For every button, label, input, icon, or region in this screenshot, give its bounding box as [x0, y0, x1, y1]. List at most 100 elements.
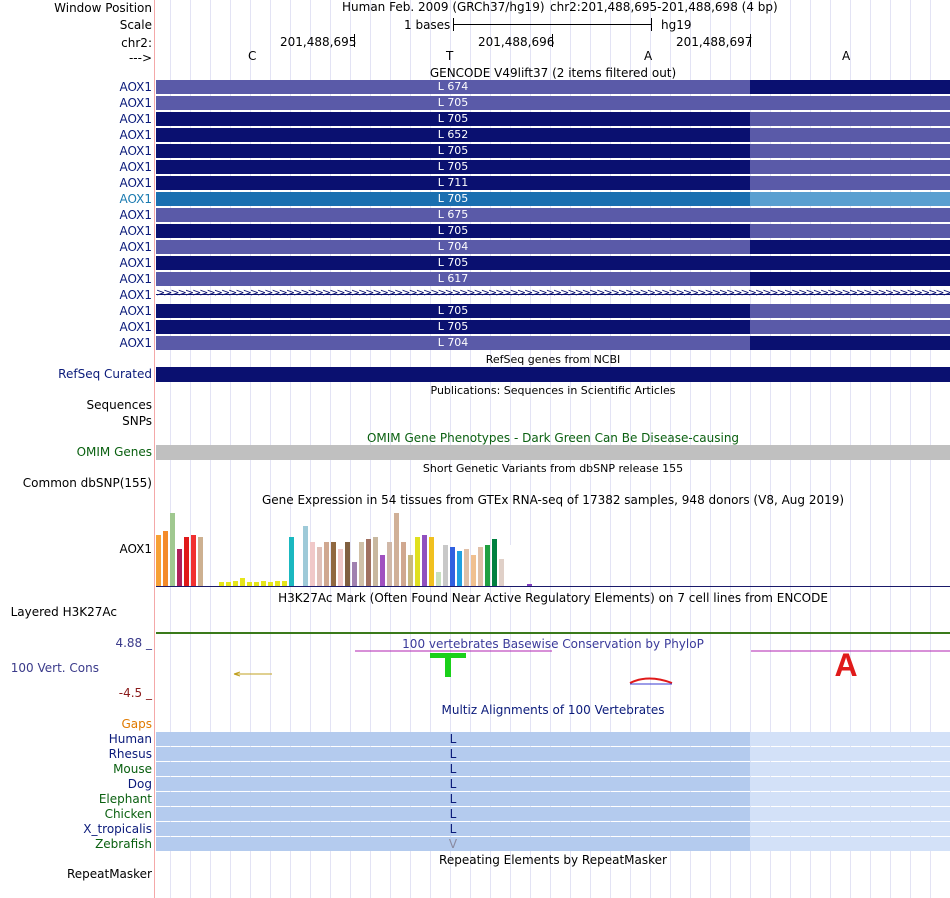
alignment-row[interactable]: L	[156, 792, 950, 806]
species-label[interactable]: Chicken	[104, 807, 152, 821]
gencode-transcript-row[interactable]: L 704	[156, 336, 950, 350]
gencode-transcript-row[interactable]: L 674	[156, 80, 950, 94]
gtex-tissue-bar[interactable]	[506, 545, 511, 586]
gtex-tissue-bar[interactable]	[436, 572, 441, 586]
gtex-tissue-bar[interactable]	[170, 513, 175, 586]
gtex-tissue-bar[interactable]	[226, 582, 231, 586]
gtex-tissue-bar[interactable]	[198, 537, 203, 586]
gtex-tissue-bar[interactable]	[457, 551, 462, 586]
gtex-tissue-bar[interactable]	[380, 555, 385, 586]
gtex-tissue-bar[interactable]	[282, 581, 287, 586]
publications-snps-label[interactable]: SNPs	[122, 414, 152, 428]
gtex-tissue-bar[interactable]	[163, 531, 168, 586]
omim-label[interactable]: OMIM Genes	[76, 445, 152, 459]
species-label[interactable]: X_tropicalis	[83, 822, 152, 836]
gtex-tissue-bar[interactable]	[450, 547, 455, 586]
gtex-bar-chart[interactable]	[156, 508, 536, 586]
alignment-row[interactable]: L	[156, 747, 950, 761]
gencode-transcript-row[interactable]: L 675	[156, 208, 950, 222]
gtex-label[interactable]: AOX1	[119, 542, 152, 556]
gtex-tissue-bar[interactable]	[184, 537, 189, 586]
gtex-tissue-bar[interactable]	[240, 578, 245, 586]
gtex-tissue-bar[interactable]	[443, 545, 448, 586]
gtex-tissue-bar[interactable]	[352, 562, 357, 586]
gencode-transcript-row[interactable]: L 711	[156, 176, 950, 190]
gtex-tissue-bar[interactable]	[373, 537, 378, 586]
gencode-title[interactable]: GENCODE V49lift37 (2 items filtered out)	[429, 66, 677, 80]
gtex-tissue-bar[interactable]	[394, 513, 399, 586]
species-label[interactable]: Elephant	[98, 792, 152, 806]
gencode-transcript-row[interactable]: L 705	[156, 256, 950, 270]
gtex-tissue-bar[interactable]	[359, 542, 364, 586]
dbsnp-title[interactable]: Short Genetic Variants from dbSNP releas…	[422, 462, 684, 475]
gtex-tissue-bar[interactable]	[254, 582, 259, 586]
publications-title[interactable]: Publications: Sequences in Scientific Ar…	[430, 384, 676, 397]
gencode-transcript-row[interactable]: L 617	[156, 272, 950, 286]
gtex-tissue-bar[interactable]	[408, 555, 413, 586]
track-area[interactable]: Human Feb. 2009 (GRCh37/hg19) chr2:201,4…	[156, 0, 950, 898]
gencode-row-label[interactable]: AOX1	[119, 208, 152, 222]
gencode-row-label[interactable]: AOX1	[119, 192, 152, 206]
gtex-tissue-bar[interactable]	[233, 581, 238, 586]
gencode-row-label[interactable]: AOX1	[119, 80, 152, 94]
gencode-row-label[interactable]: AOX1	[119, 288, 152, 302]
gaps-label[interactable]: Gaps	[121, 717, 152, 731]
gencode-transcript-row[interactable]: L 704	[156, 240, 950, 254]
gtex-tissue-bar[interactable]	[156, 535, 161, 586]
species-label[interactable]: Zebrafish	[95, 837, 152, 851]
alignment-row[interactable]: L	[156, 762, 950, 776]
h3k27ac-title[interactable]: H3K27Ac Mark (Often Found Near Active Re…	[278, 591, 828, 605]
gtex-tissue-bar[interactable]	[527, 584, 532, 586]
gencode-transcript-row[interactable]: L 705	[156, 304, 950, 318]
gtex-tissue-bar[interactable]	[317, 547, 322, 586]
alignment-row[interactable]: L	[156, 777, 950, 791]
gencode-row-label[interactable]: AOX1	[119, 128, 152, 142]
gtex-tissue-bar[interactable]	[310, 542, 315, 586]
gencode-transcript-row[interactable]: L 705	[156, 160, 950, 174]
refseq-label[interactable]: RefSeq Curated	[58, 367, 152, 381]
gtex-tissue-bar[interactable]	[478, 547, 483, 586]
gtex-tissue-bar[interactable]	[422, 535, 427, 586]
h3k27ac-label[interactable]: Layered H3K27Ac	[10, 605, 117, 619]
gencode-transcript-row[interactable]: L 705	[156, 96, 950, 110]
gtex-tissue-bar[interactable]	[268, 582, 273, 586]
gencode-row-label[interactable]: AOX1	[119, 304, 152, 318]
phylop-plot[interactable]: A	[156, 636, 950, 702]
repeatmasker-label[interactable]: RepeatMasker	[66, 867, 152, 881]
gencode-row-label[interactable]: AOX1	[119, 144, 152, 158]
multiz-title[interactable]: Multiz Alignments of 100 Vertebrates	[441, 703, 665, 717]
gtex-tissue-bar[interactable]	[401, 542, 406, 586]
gtex-tissue-bar[interactable]	[499, 559, 504, 586]
alignment-row[interactable]: L	[156, 807, 950, 821]
gtex-tissue-bar[interactable]	[492, 539, 497, 586]
gtex-tissue-bar[interactable]	[387, 542, 392, 586]
gtex-tissue-bar[interactable]	[345, 542, 350, 586]
gencode-transcript-row[interactable]: L 705	[156, 112, 950, 126]
gencode-transcript-row[interactable]: L 705	[156, 144, 950, 158]
gtex-tissue-bar[interactable]	[464, 549, 469, 586]
gtex-tissue-bar[interactable]	[429, 537, 434, 586]
gencode-row-label[interactable]: AOX1	[119, 224, 152, 238]
gtex-tissue-bar[interactable]	[191, 535, 196, 586]
gencode-row-label[interactable]: AOX1	[119, 272, 152, 286]
gtex-tissue-bar[interactable]	[366, 539, 371, 586]
refseq-title[interactable]: RefSeq genes from NCBI	[485, 353, 621, 366]
gencode-row-label[interactable]: AOX1	[119, 160, 152, 174]
gencode-transcript-row[interactable]: L 705	[156, 192, 950, 206]
gtex-tissue-bar[interactable]	[219, 582, 224, 586]
gencode-transcript-row[interactable]: L 705	[156, 320, 950, 334]
gtex-tissue-bar[interactable]	[331, 542, 336, 586]
gtex-tissue-bar[interactable]	[247, 582, 252, 586]
gtex-tissue-bar[interactable]	[275, 581, 280, 586]
omim-bar[interactable]	[156, 445, 950, 460]
repeatmasker-title[interactable]: Repeating Elements by RepeatMasker	[439, 853, 667, 867]
gtex-tissue-bar[interactable]	[261, 581, 266, 586]
gencode-row-label[interactable]: AOX1	[119, 176, 152, 190]
gtex-tissue-bar[interactable]	[471, 555, 476, 586]
gtex-tissue-bar[interactable]	[289, 537, 294, 586]
gtex-tissue-bar[interactable]	[415, 537, 420, 586]
publications-sequences-label[interactable]: Sequences	[86, 398, 152, 412]
gencode-row-label[interactable]: AOX1	[119, 240, 152, 254]
species-label[interactable]: Mouse	[113, 762, 152, 776]
gtex-tissue-bar[interactable]	[324, 542, 329, 586]
